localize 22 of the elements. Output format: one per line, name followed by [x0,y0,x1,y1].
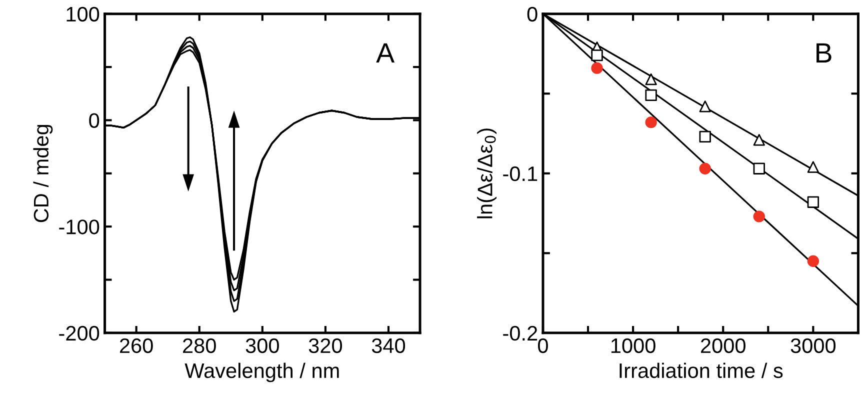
annotation: B [816,43,832,63]
y-tick-label: -100 [59,220,100,234]
x-tick-label: 280 [183,338,216,354]
y-tick-label: -200 [59,326,100,341]
x-tick-label: 2000 [700,338,746,354]
y-tick-label: -0.2 [503,326,538,341]
y-tick-label: 0 [527,6,538,22]
x-axis-title: Irradiation time / s [620,362,783,378]
x-axis-title: Wavelength / nm [184,362,339,382]
x-tick-label: 3000 [790,338,836,354]
x-tick-label: 1000 [611,338,656,354]
y-axis-title: ln(Δε/Δε$_{0}$) [477,128,496,218]
x-tick-label: 340 [372,338,406,354]
y-tick-label: 0 [89,113,100,128]
y-tick-label: -0.1 [503,166,538,182]
x-tick-label: 0 [538,338,548,354]
annotation: A [376,43,395,63]
y-tick-label: 100 [66,6,100,22]
y-axis-title: CD / mdeg [33,124,53,222]
x-tick-label: 320 [308,338,342,354]
x-tick-label: 300 [246,338,279,354]
x-tick-label: 260 [120,338,153,354]
